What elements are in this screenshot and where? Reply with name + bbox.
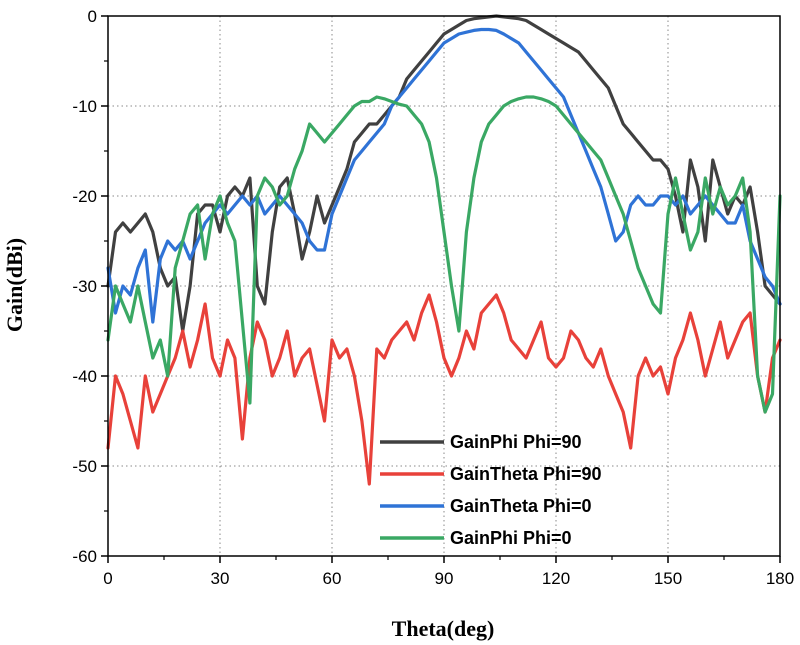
y-tick-label: -10 xyxy=(72,97,97,116)
x-tick-label: 90 xyxy=(435,569,454,588)
series-line-2 xyxy=(106,293,782,486)
y-tick-label: -50 xyxy=(72,457,97,476)
legend-label-3: GainTheta Phi=0 xyxy=(450,496,592,516)
series-line-1 xyxy=(106,14,782,333)
x-tick-label: 180 xyxy=(766,569,794,588)
x-tick-label: 30 xyxy=(211,569,230,588)
y-tick-label: -30 xyxy=(72,277,97,296)
x-tick-label: 150 xyxy=(654,569,682,588)
y-axis-title: Gain(dBi) xyxy=(2,238,27,332)
legend-label-4: GainPhi Phi=0 xyxy=(450,528,572,548)
x-tick-label: 0 xyxy=(103,569,112,588)
legend-label-2: GainTheta Phi=90 xyxy=(450,464,602,484)
series-line-4 xyxy=(106,95,782,414)
y-tick-label: -60 xyxy=(72,547,97,566)
legend: GainPhi Phi=90 GainTheta Phi=90 GainTheta … xyxy=(380,432,602,548)
x-tick-label: 120 xyxy=(542,569,570,588)
y-tick-label: -20 xyxy=(72,187,97,206)
ticks-layer: 0 30 60 90 120 150 180 0 -10 -20 -30 -40 -50 -60 xyxy=(72,7,794,588)
series-line-3 xyxy=(106,27,782,324)
x-tick-label: 60 xyxy=(323,569,342,588)
y-tick-label: -40 xyxy=(72,367,97,386)
legend-label-1: GainPhi Phi=90 xyxy=(450,432,582,452)
x-axis-title: Theta(deg) xyxy=(392,616,495,641)
y-tick-label: 0 xyxy=(88,7,97,26)
series-layer xyxy=(106,14,782,486)
